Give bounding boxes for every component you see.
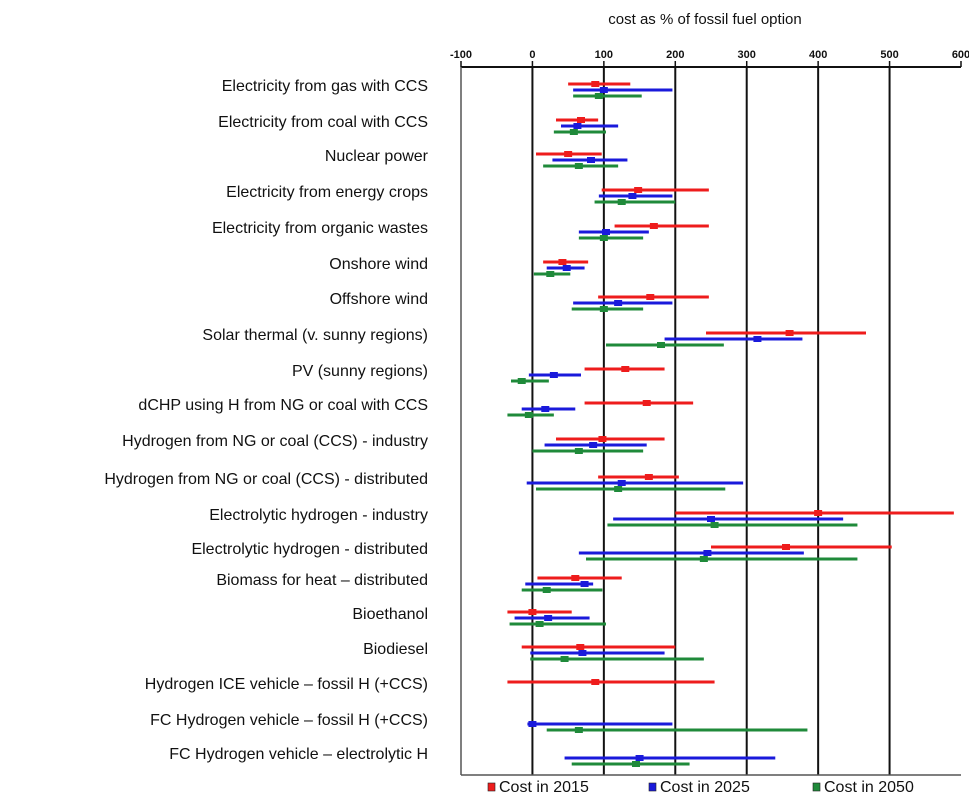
category-label: FC Hydrogen vehicle – fossil H (+CCS) <box>150 712 428 729</box>
range-marker-2025 <box>707 516 715 522</box>
range-marker-2050 <box>699 556 708 562</box>
legend-label-2025: Cost in 2025 <box>660 779 750 796</box>
legend-swatch-2025 <box>648 782 657 792</box>
range-marker-2015 <box>634 187 643 193</box>
range-marker-2050 <box>614 486 623 492</box>
range-marker-2025 <box>544 615 553 621</box>
x-tick-label: 0 <box>529 49 535 61</box>
range-marker-2015 <box>782 544 790 550</box>
chart-title: cost as % of fossil fuel option <box>608 11 801 28</box>
range-marker-2050 <box>542 587 551 593</box>
x-tick-label: 400 <box>809 49 827 61</box>
range-marker-2025 <box>599 87 608 93</box>
range-marker-2025 <box>602 229 610 235</box>
range-marker-2015 <box>642 400 651 406</box>
range-marker-2050 <box>599 306 608 312</box>
category-label: PV (sunny regions) <box>292 363 428 380</box>
range-marker-2050 <box>574 448 583 454</box>
category-label: Offshore wind <box>330 291 428 308</box>
category-label: Electricity from organic wastes <box>212 220 428 237</box>
range-marker-2050 <box>546 271 555 277</box>
x-tick-label: 300 <box>738 49 756 61</box>
category-label: Hydrogen from NG or coal (CCS) - distrib… <box>104 471 428 488</box>
range-marker-2050 <box>657 342 665 348</box>
legend-swatch-2015 <box>487 782 496 792</box>
category-label: Electrolytic hydrogen - distributed <box>191 541 428 558</box>
range-marker-2025 <box>562 265 571 271</box>
range-marker-2050 <box>632 761 640 767</box>
range-marker-2050 <box>710 522 719 528</box>
range-marker-2015 <box>646 294 655 300</box>
range-marker-2015 <box>644 474 653 480</box>
range-marker-2015 <box>814 510 823 516</box>
range-marker-2050 <box>574 163 583 169</box>
range-marker-2050 <box>594 93 603 99</box>
category-label: FC Hydrogen vehicle – electrolytic H <box>169 746 428 763</box>
category-label: dCHP using H from NG or coal with CCS <box>138 397 428 414</box>
category-label: Onshore wind <box>329 256 428 273</box>
range-marker-2015 <box>558 259 567 265</box>
category-label: Solar thermal (v. sunny regions) <box>202 327 428 344</box>
range-marker-2015 <box>621 366 630 372</box>
range-marker-2025 <box>580 581 589 587</box>
range-marker-2015 <box>591 679 600 685</box>
category-label: Electricity from energy crops <box>226 184 428 201</box>
category-label: Electricity from gas with CCS <box>222 78 428 95</box>
category-label: Bioethanol <box>352 606 428 623</box>
range-marker-2050 <box>569 129 578 135</box>
range-marker-2015 <box>649 223 658 229</box>
category-label: Hydrogen from NG or coal (CCS) - industr… <box>122 433 428 450</box>
range-marker-2015 <box>564 151 573 157</box>
bars <box>507 81 954 767</box>
range-marker-2050 <box>599 235 608 241</box>
range-marker-2015 <box>576 644 585 650</box>
range-marker-2025 <box>617 480 626 486</box>
legend-swatch-2050 <box>812 782 821 792</box>
category-label: Hydrogen ICE vehicle – fossil H (+CCS) <box>145 676 428 693</box>
range-marker-2025 <box>753 336 762 342</box>
range-marker-2025 <box>589 442 598 448</box>
category-label: Nuclear power <box>325 148 429 165</box>
category-label: Electricity from coal with CCS <box>218 114 428 131</box>
range-marker-2025 <box>703 550 712 556</box>
x-axis: -100 0 100 200 300 400 500 600 <box>450 49 969 776</box>
x-tick-label: 600 <box>952 49 969 61</box>
legend-label-2050: Cost in 2050 <box>824 779 914 796</box>
range-marker-2025 <box>628 193 637 199</box>
range-marker-2015 <box>528 609 537 615</box>
x-tick-label: 200 <box>666 49 684 61</box>
range-marker-2025 <box>635 755 644 761</box>
grid <box>531 67 891 775</box>
category-label: Biomass for heat – distributed <box>216 572 428 589</box>
range-marker-2050 <box>574 727 583 733</box>
range-marker-2015 <box>598 436 607 442</box>
range-marker-2050 <box>524 412 533 418</box>
category-label: Biodiesel <box>363 641 428 658</box>
range-marker-2050 <box>560 656 569 662</box>
range-marker-2015 <box>785 330 794 336</box>
range-marker-2050 <box>617 199 626 205</box>
legend-label-2015: Cost in 2015 <box>499 779 589 796</box>
x-tick-label: 100 <box>595 49 613 61</box>
range-marker-2015 <box>577 117 585 123</box>
range-marker-2025 <box>578 650 587 656</box>
legend: Cost in 2015 Cost in 2025 Cost in 2050 <box>487 779 914 796</box>
range-marker-2015 <box>591 81 600 87</box>
x-tick-label: -100 <box>450 49 472 61</box>
x-tick-label: 500 <box>880 49 898 61</box>
category-label: Electrolytic hydrogen - industry <box>209 507 428 524</box>
range-marker-2025 <box>614 300 623 306</box>
range-marker-2025 <box>573 123 582 129</box>
range-marker-2025 <box>587 157 595 163</box>
range-marker-2050 <box>535 621 544 627</box>
range-marker-2050 <box>517 378 526 384</box>
range-marker-2025 <box>549 372 558 378</box>
category-labels: Electricity from gas with CCS Electricity… <box>104 78 428 763</box>
range-marker-2025 <box>541 406 550 412</box>
range-marker-2025 <box>528 721 537 727</box>
range-marker-2015 <box>571 575 580 581</box>
